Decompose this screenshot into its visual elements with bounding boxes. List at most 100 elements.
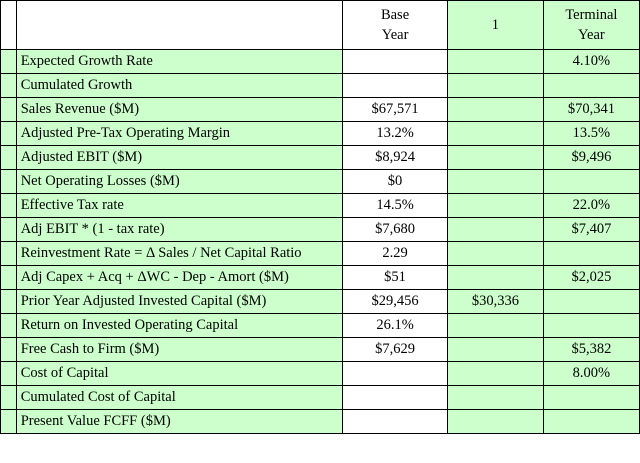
header-base-year[interactable]: Base Year [342,0,449,50]
row-spacer-cell[interactable] [0,169,17,194]
row-label-cell[interactable]: Sales Revenue ($M) [15,97,344,122]
terminal-year-cell[interactable] [542,409,640,434]
header-spacer-cell[interactable] [0,0,17,50]
row-spacer-cell[interactable] [0,313,17,338]
table-body: Base Year 1 Terminal Year Expected Growt… [0,0,640,434]
terminal-year-cell[interactable] [542,385,640,410]
row-label-cell[interactable]: Cumulated Cost of Capital [15,385,344,410]
year-1-cell[interactable] [447,241,544,266]
year-1-cell[interactable] [447,49,544,74]
base-year-cell[interactable] [342,49,449,74]
table-row: Effective Tax rate 14.5% 22.0% [0,193,640,218]
header-terminal-year-line2: Year [578,27,605,43]
row-spacer-cell[interactable] [0,241,17,266]
terminal-year-cell[interactable] [542,73,640,98]
header-base-year-line1: Base [380,7,410,23]
year-1-cell[interactable] [447,313,544,338]
year-1-cell[interactable] [447,337,544,362]
base-year-cell[interactable]: $8,924 [342,145,449,170]
row-spacer-cell[interactable] [0,361,17,386]
row-spacer-cell[interactable] [0,49,17,74]
terminal-year-cell[interactable]: 8.00% [542,361,640,386]
row-label-cell[interactable]: Adj EBIT * (1 - tax rate) [15,217,344,242]
row-label-cell[interactable]: Expected Growth Rate [15,49,344,74]
terminal-year-cell[interactable] [542,289,640,314]
row-spacer-cell[interactable] [0,145,17,170]
row-label-cell[interactable]: Cost of Capital [15,361,344,386]
row-spacer-cell[interactable] [0,265,17,290]
row-spacer-cell[interactable] [0,337,17,362]
row-label-cell[interactable]: Adj Capex + Acq + ΔWC - Dep - Amort ($M) [15,265,344,290]
row-spacer-cell[interactable] [0,385,17,410]
terminal-year-cell[interactable]: 13.5% [542,121,640,146]
row-spacer-cell[interactable] [0,289,17,314]
base-year-cell[interactable]: $7,629 [342,337,449,362]
base-year-cell[interactable] [342,385,449,410]
year-1-cell[interactable] [447,265,544,290]
year-1-cell[interactable] [447,73,544,98]
row-spacer-cell[interactable] [0,193,17,218]
row-label-cell[interactable]: Present Value FCFF ($M) [15,409,344,434]
year-1-cell[interactable] [447,169,544,194]
terminal-year-cell[interactable]: $9,496 [542,145,640,170]
base-year-cell[interactable] [342,73,449,98]
row-spacer-cell[interactable] [0,73,17,98]
terminal-year-cell[interactable]: $2,025 [542,265,640,290]
base-year-cell[interactable]: $7,680 [342,217,449,242]
header-year-1[interactable]: 1 [447,0,544,50]
row-label-cell[interactable]: Adjusted EBIT ($M) [15,145,344,170]
row-spacer-cell[interactable] [0,409,17,434]
year-1-cell[interactable] [447,121,544,146]
header-terminal-year-line1: Terminal [565,7,618,23]
base-year-cell[interactable]: 13.2% [342,121,449,146]
row-label-cell[interactable]: Adjusted Pre-Tax Operating Margin [15,121,344,146]
terminal-year-cell[interactable]: $7,407 [542,217,640,242]
row-label-cell[interactable]: Prior Year Adjusted Invested Capital ($M… [15,289,344,314]
table-row: Cumulated Growth [0,73,640,98]
table-row: Cost of Capital 8.00% [0,361,640,386]
year-1-cell[interactable]: $30,336 [447,289,544,314]
terminal-year-cell[interactable]: 4.10% [542,49,640,74]
year-1-cell[interactable] [447,97,544,122]
year-1-cell[interactable] [447,217,544,242]
table-row: Adj Capex + Acq + ΔWC - Dep - Amort ($M)… [0,265,640,290]
row-label-cell[interactable]: Reinvestment Rate = Δ Sales / Net Capita… [15,241,344,266]
base-year-cell[interactable]: 2.29 [342,241,449,266]
base-year-cell[interactable] [342,409,449,434]
row-spacer-cell[interactable] [0,121,17,146]
row-spacer-cell[interactable] [0,97,17,122]
table-row: Sales Revenue ($M) $67,571 $70,341 [0,97,640,122]
base-year-cell[interactable] [342,361,449,386]
terminal-year-cell[interactable]: 22.0% [542,193,640,218]
terminal-year-cell[interactable] [542,241,640,266]
terminal-year-cell[interactable] [542,313,640,338]
table-row: Reinvestment Rate = Δ Sales / Net Capita… [0,241,640,266]
terminal-year-cell[interactable]: $70,341 [542,97,640,122]
base-year-cell[interactable]: 26.1% [342,313,449,338]
table-row: Adjusted EBIT ($M) $8,924 $9,496 [0,145,640,170]
row-label-cell[interactable]: Net Operating Losses ($M) [15,169,344,194]
row-spacer-cell[interactable] [0,217,17,242]
base-year-cell[interactable]: $29,456 [342,289,449,314]
base-year-cell[interactable]: $0 [342,169,449,194]
base-year-cell[interactable]: $51 [342,265,449,290]
row-label-cell[interactable]: Free Cash to Firm ($M) [15,337,344,362]
table-row: Return on Invested Operating Capital 26.1… [0,313,640,338]
table-row: Free Cash to Firm ($M) $7,629 $5,382 [0,337,640,362]
year-1-cell[interactable] [447,193,544,218]
table-row: Present Value FCFF ($M) [0,409,640,434]
year-1-cell[interactable] [447,145,544,170]
row-label-cell[interactable]: Effective Tax rate [15,193,344,218]
year-1-cell[interactable] [447,361,544,386]
table-row: Net Operating Losses ($M) $0 [0,169,640,194]
terminal-year-cell[interactable]: $5,382 [542,337,640,362]
year-1-cell[interactable] [447,409,544,434]
row-label-cell[interactable]: Cumulated Growth [15,73,344,98]
base-year-cell[interactable]: 14.5% [342,193,449,218]
base-year-cell[interactable]: $67,571 [342,97,449,122]
header-label-cell[interactable] [15,0,344,50]
header-terminal-year[interactable]: Terminal Year [542,0,640,50]
year-1-cell[interactable] [447,385,544,410]
row-label-cell[interactable]: Return on Invested Operating Capital [15,313,344,338]
terminal-year-cell[interactable] [542,169,640,194]
